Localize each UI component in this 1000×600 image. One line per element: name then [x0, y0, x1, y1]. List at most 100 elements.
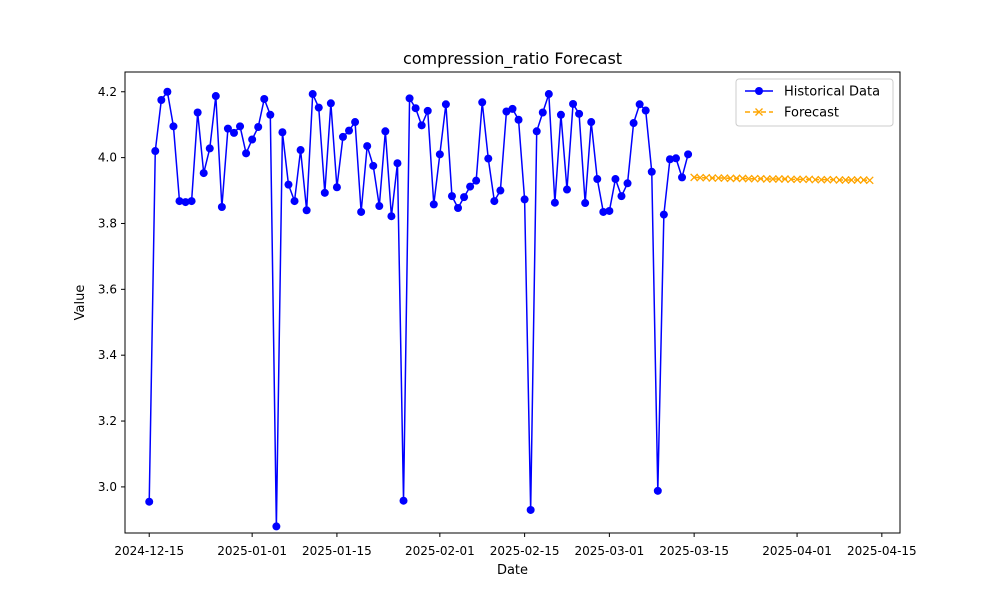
data-point-historical [629, 119, 638, 128]
data-point-historical [599, 207, 608, 216]
data-point-historical [308, 90, 317, 99]
data-point-historical [532, 127, 541, 136]
x-axis-label: Date [497, 563, 528, 578]
data-point-forecast [823, 175, 832, 184]
data-point-historical [641, 106, 650, 115]
y-tick-label: 3.8 [98, 216, 117, 230]
data-point-historical [351, 118, 360, 127]
data-point-historical [211, 92, 220, 101]
data-point-historical [260, 95, 269, 104]
data-point-forecast [702, 173, 711, 182]
data-point-historical [623, 179, 632, 188]
data-point-historical [357, 207, 366, 216]
data-point-historical [326, 99, 335, 108]
data-point-historical [393, 159, 402, 168]
series-line-forecast [694, 176, 870, 182]
data-point-historical [405, 94, 414, 103]
data-point-historical [272, 522, 281, 531]
y-tick-label: 3.0 [98, 480, 117, 494]
data-point-historical [429, 200, 438, 209]
data-point-historical [538, 108, 547, 117]
data-point-historical [411, 104, 420, 113]
data-point-forecast [690, 173, 699, 182]
x-tick-label: 2025-04-01 [762, 544, 832, 558]
data-point-historical [556, 110, 565, 119]
data-point-forecast [811, 175, 820, 184]
data-point-historical [441, 100, 450, 109]
data-point-historical [151, 147, 160, 156]
data-point-historical [236, 122, 245, 131]
x-tick-label: 2025-01-01 [217, 544, 287, 558]
data-point-historical [665, 155, 674, 164]
data-point-forecast [799, 175, 808, 184]
y-axis: 3.0 3.2 3.4 3.6 3.8 4.0 4.2 [98, 85, 125, 494]
data-point-historical [484, 154, 493, 163]
data-point-historical [593, 175, 602, 184]
data-point-forecast [714, 174, 723, 182]
data-point-historical [466, 182, 475, 191]
data-point-forecast [793, 175, 802, 184]
data-point-historical [223, 124, 232, 133]
data-point-historical [375, 202, 384, 211]
data-point-historical [314, 103, 323, 112]
y-tick-label: 3.6 [98, 282, 117, 296]
data-point-historical [490, 197, 499, 206]
data-point-historical [417, 121, 426, 130]
data-point-historical [205, 144, 214, 153]
data-point-historical [587, 118, 596, 127]
data-point-historical [647, 167, 656, 176]
data-point-forecast [859, 176, 868, 184]
data-point-historical [617, 192, 626, 201]
data-point-historical [181, 198, 190, 207]
x-tick-label: 2025-02-15 [490, 544, 560, 558]
data-point-forecast [720, 174, 729, 182]
data-point-forecast [768, 175, 777, 183]
data-point-historical [508, 104, 517, 113]
data-point-historical [520, 195, 529, 204]
data-point-historical [575, 109, 584, 118]
data-point-historical [496, 186, 505, 195]
data-point-historical [296, 146, 305, 155]
data-point-forecast [787, 175, 795, 184]
data-point-historical [460, 193, 469, 202]
data-point-historical [399, 496, 408, 505]
x-tick-label: 2025-03-15 [659, 544, 729, 558]
data-point-historical [242, 149, 251, 158]
data-point-historical [653, 486, 662, 495]
data-point-historical [381, 127, 390, 136]
x-tick-label: 2025-01-15 [302, 544, 372, 558]
data-point-historical [199, 169, 208, 178]
data-point-historical [169, 122, 178, 131]
legend-label-historical: Historical Data [784, 85, 880, 100]
data-point-historical [248, 135, 257, 144]
data-point-historical [635, 100, 644, 109]
data-point-historical [454, 203, 463, 212]
legend-marker-forecast [755, 108, 763, 116]
data-point-historical [684, 150, 693, 159]
data-point-forecast [696, 173, 705, 182]
data-point-historical [175, 197, 184, 206]
data-point-historical [266, 110, 275, 119]
data-point-forecast [781, 175, 789, 183]
data-point-historical [514, 115, 523, 124]
x-tick-label: 2025-02-01 [405, 544, 475, 558]
data-point-historical [332, 183, 341, 192]
data-point-historical [387, 212, 396, 221]
x-tick-label: 2025-04-15 [847, 544, 917, 558]
data-point-historical [605, 206, 614, 215]
x-tick-label: 2024-12-15 [114, 544, 184, 558]
data-point-historical [278, 128, 287, 137]
data-point-forecast [750, 174, 759, 183]
data-point-historical [611, 175, 620, 184]
data-point-historical [550, 198, 559, 207]
y-tick-label: 3.2 [98, 414, 117, 428]
data-point-forecast [865, 176, 874, 185]
data-point-forecast [732, 174, 741, 183]
data-point-historical [163, 87, 172, 96]
x-axis: 2024-12-15 2025-01-01 2025-01-15 2025-02-01… [114, 533, 917, 558]
y-tick-label: 4.2 [98, 85, 117, 99]
legend-box [735, 78, 894, 127]
data-point-historical [678, 173, 687, 182]
axes-frame [124, 71, 901, 534]
